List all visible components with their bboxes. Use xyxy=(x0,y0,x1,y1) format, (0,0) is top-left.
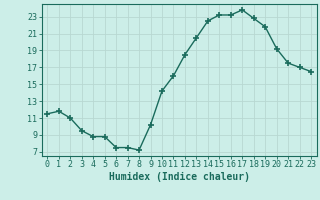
X-axis label: Humidex (Indice chaleur): Humidex (Indice chaleur) xyxy=(109,172,250,182)
